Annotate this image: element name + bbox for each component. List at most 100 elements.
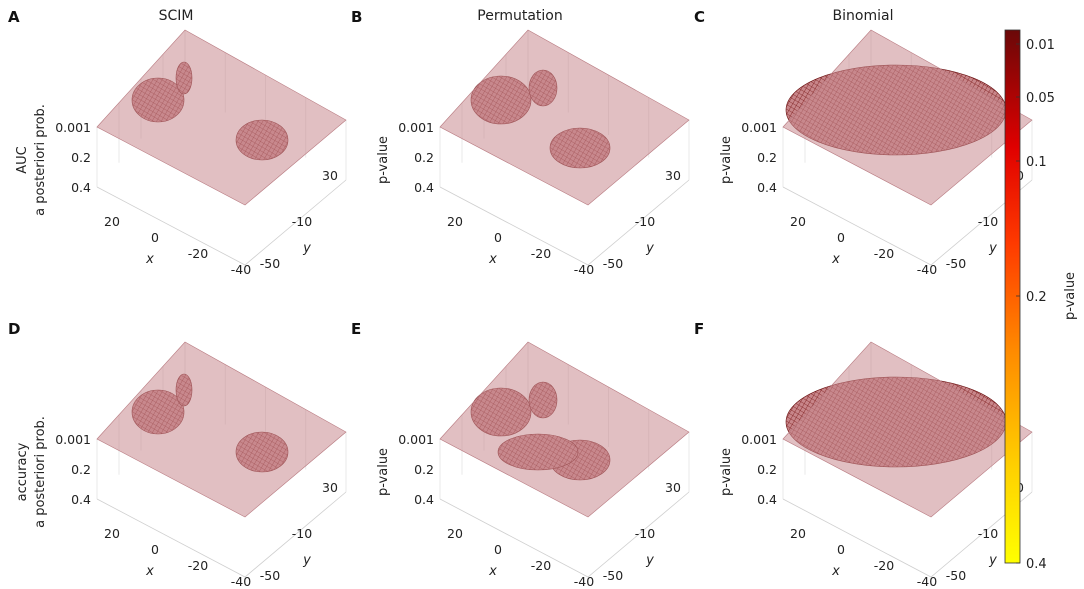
z-tick-label: 0.2 (71, 462, 91, 477)
y-tick-label: -50 (603, 256, 623, 271)
x-tick-label: -40 (231, 574, 251, 589)
z-tick-label: 0.4 (71, 492, 91, 507)
x-axis-label: x (831, 252, 840, 267)
threshold-plane (439, 29, 690, 206)
y-tick-label: -10 (978, 214, 998, 229)
x-tick-label: 0 (494, 230, 502, 245)
z-tick-label: 0.2 (414, 462, 434, 477)
x-tick-label: 20 (104, 214, 120, 229)
z-tick-label: 0.001 (741, 432, 777, 447)
z-axis-label: a posteriori prob. (33, 104, 48, 216)
cluster-wide-walls (785, 110, 1007, 250)
x-tick-label: -20 (874, 246, 894, 261)
y-tick-label: 30 (665, 168, 681, 183)
z-tick-label: 0.2 (414, 150, 434, 165)
x-tick-label: 0 (837, 230, 845, 245)
panel-letter-b: B (351, 8, 362, 26)
threshold-plane (96, 341, 347, 518)
x-tick-label: -40 (574, 262, 594, 277)
y-tick-label: -10 (292, 214, 312, 229)
y-tick-label: -10 (978, 526, 998, 541)
z-tick-label: 0.001 (55, 120, 91, 135)
y-axis-label: y (302, 241, 311, 256)
x-axis-label: x (488, 252, 497, 267)
y-tick-label: -10 (635, 526, 655, 541)
y-tick-label: -50 (260, 568, 280, 583)
box-floor (96, 179, 347, 266)
panel-letter-a: A (8, 8, 20, 26)
z-axis-label: p-value (376, 448, 391, 496)
colorbar-ticks: 0.01 0.05 0.1 0.2 0.4 (1016, 38, 1055, 572)
x-tick-label: -20 (531, 558, 551, 573)
colorbar-tick-label: 0.2 (1026, 290, 1047, 305)
panel-letter-c: C (694, 8, 705, 26)
colorbar-tick-label: 0.05 (1026, 91, 1055, 106)
z-tick-label: 0.001 (741, 120, 777, 135)
z-tick-label: 0.2 (71, 150, 91, 165)
x-tick-label: -40 (574, 574, 594, 589)
threshold-plane (782, 29, 1033, 206)
x-tick-label: 20 (790, 214, 806, 229)
z-axis-label: p-value (719, 448, 734, 496)
panel-b: B 0.001 0.2 0.4 20 0 -20 -40 -50 -10 30 x y p-value (351, 8, 690, 277)
x-tick-label: -40 (917, 574, 937, 589)
y-tick-label: -10 (292, 526, 312, 541)
threshold-plane (782, 341, 1033, 518)
x-tick-label: 0 (151, 542, 159, 557)
y-axis-label: y (645, 241, 654, 256)
column-title-scim: SCIM (159, 8, 194, 24)
x-tick-label: 20 (790, 526, 806, 541)
x-tick-label: 0 (151, 230, 159, 245)
z-tick-label: 0.2 (757, 462, 777, 477)
x-axis-label: x (488, 564, 497, 579)
x-tick-label: 20 (447, 526, 463, 541)
z-axis-label: accuracy (15, 442, 30, 501)
panel-letter-f: F (694, 320, 704, 338)
x-axis-label: x (145, 564, 154, 579)
threshold-plane (439, 341, 690, 518)
panel-letter-d: D (8, 320, 20, 338)
z-axis-label: AUC (15, 146, 30, 174)
y-tick-label: -50 (946, 568, 966, 583)
x-tick-label: -20 (531, 246, 551, 261)
y-axis-label: y (988, 553, 997, 568)
x-tick-label: -40 (917, 262, 937, 277)
z-tick-label: 0.001 (398, 432, 434, 447)
panel-a: A 0.001 0.2 0.4 20 0 -20 -40 -50 -10 30 x y AUC a post… (8, 8, 347, 277)
z-tick-label: 0.001 (398, 120, 434, 135)
colorbar-gradient (1004, 29, 1021, 564)
colorbar-tick-label: 0.4 (1026, 557, 1047, 572)
x-tick-label: 20 (447, 214, 463, 229)
y-tick-label: -10 (635, 214, 655, 229)
z-tick-label: 0.4 (414, 180, 434, 195)
panels-layer: A 0.001 0.2 0.4 20 0 -20 -40 -50 -10 30 x y AUC a post… (8, 8, 1033, 589)
z-tick-label: 0.4 (71, 180, 91, 195)
colorbar-label: p-value (1063, 272, 1078, 320)
y-tick-label: -50 (603, 568, 623, 583)
x-tick-label: 0 (837, 542, 845, 557)
y-tick-label: 30 (322, 480, 338, 495)
y-tick-label: 30 (665, 480, 681, 495)
panel-e: E 0.001 0.2 0.4 20 0 -20 -40 -50 -10 30 x y p-value (351, 320, 690, 589)
x-axis-label: x (831, 564, 840, 579)
z-axis-label: p-value (376, 136, 391, 184)
x-tick-label: 0 (494, 542, 502, 557)
y-tick-label: 30 (322, 168, 338, 183)
z-axis-label: p-value (719, 136, 734, 184)
x-tick-label: -20 (188, 246, 208, 261)
z-tick-label: 0.4 (757, 180, 777, 195)
column-title-permutation: Permutation (477, 8, 562, 24)
y-tick-label: -50 (946, 256, 966, 271)
box-floor (439, 491, 690, 578)
y-axis-label: y (988, 241, 997, 256)
panel-d: D 0.001 0.2 0.4 20 0 -20 -40 -50 -10 30 x y accuracy a… (8, 320, 347, 589)
x-tick-label: 20 (104, 526, 120, 541)
z-tick-label: 0.4 (757, 492, 777, 507)
y-axis-label: y (302, 553, 311, 568)
colorbar-tick-label: 0.01 (1026, 38, 1055, 53)
z-tick-label: 0.001 (55, 432, 91, 447)
z-tick-label: 0.2 (757, 150, 777, 165)
